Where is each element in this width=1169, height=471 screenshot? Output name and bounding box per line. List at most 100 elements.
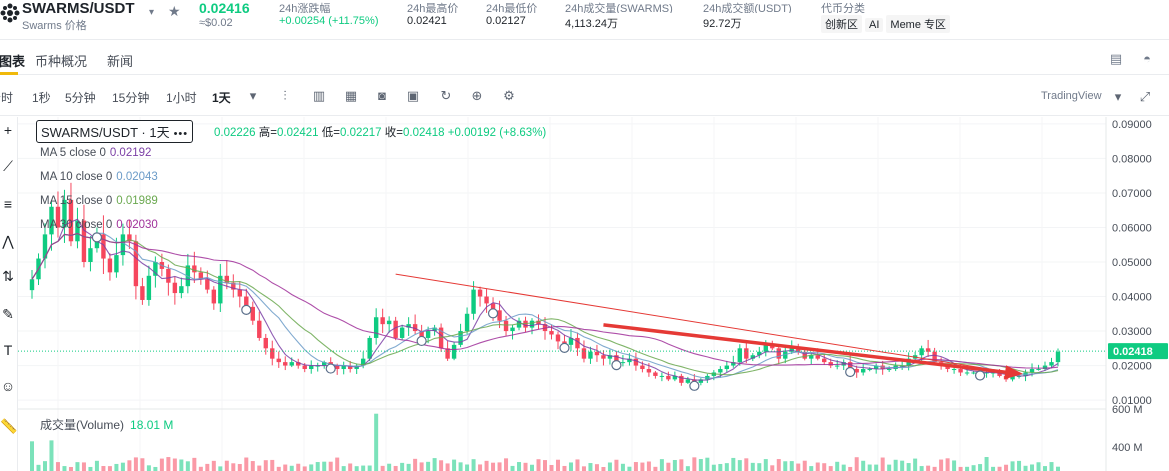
volume-bar [478, 464, 483, 471]
volume-bar [744, 458, 749, 471]
chart-canvas[interactable]: 0.09000 0.08000 0.07000 0.06000 0.05000 0.040… [18, 117, 1169, 471]
pattern-tool-icon[interactable]: ⋀ [2, 233, 14, 249]
volume-bar [776, 459, 781, 471]
candle-body [231, 282, 236, 290]
replay-icon[interactable]: ↻ [440, 88, 452, 103]
volume-bar [543, 460, 547, 471]
volume-bar [731, 457, 736, 471]
timeframe-1h[interactable]: 1小时 [166, 91, 197, 105]
volume-bar [296, 463, 301, 471]
pair-dropdown-icon[interactable]: ▾ [149, 7, 155, 18]
candle-body [497, 310, 502, 321]
volume-bar [192, 457, 197, 471]
high-value: 0.02421 [277, 127, 319, 139]
ma5-line [31, 218, 1059, 381]
volume-bar [159, 458, 164, 471]
volume-bar [1023, 465, 1028, 471]
symbol-title-box[interactable]: SWARMS/USDT · 1天 ••• [36, 120, 194, 143]
candle-body [484, 296, 489, 304]
candle-body [529, 320, 535, 328]
tag-innovation[interactable]: 创新区 [821, 15, 862, 33]
volume-bar [322, 461, 327, 471]
candle-body [425, 331, 431, 338]
ma30-label: MA 30 close 0 [40, 219, 113, 231]
candle-body [386, 320, 392, 325]
more-dots-icon[interactable]: ••• [173, 128, 189, 140]
trendline-tool-icon[interactable]: ⟋ [3, 158, 13, 174]
high-label: 高= [258, 127, 277, 139]
ma30-legend: MA 30 close 0 0.02030 [40, 219, 158, 231]
tab-chart[interactable]: 图表 [0, 54, 26, 69]
tab-news[interactable]: 新闻 [107, 54, 134, 69]
volume-bar [81, 462, 86, 471]
candle-body [776, 348, 781, 359]
notes-icon[interactable]: ▤ [1109, 51, 1123, 66]
volume-bar [517, 462, 522, 471]
prediction-tool-icon[interactable]: ⇅ [2, 268, 14, 284]
candle-body [627, 358, 632, 363]
fib-tool-icon[interactable]: ≡ [3, 196, 13, 212]
open-value: 0.02226 [214, 127, 256, 139]
volume-bar [763, 459, 768, 471]
tab-coin-overview[interactable]: 币种概况 [35, 54, 88, 69]
timeframe-time[interactable]: 分时 [0, 91, 14, 105]
event-marker [416, 335, 427, 347]
volume-bar [1049, 462, 1054, 471]
candle-body [971, 372, 976, 374]
price-chart[interactable]: 0.09000 0.08000 0.07000 0.06000 0.05000 0.040… [18, 117, 1169, 471]
timeframe-15m[interactable]: 15分钟 [112, 91, 150, 105]
calendar-icon[interactable]: ▣ [406, 88, 420, 103]
favorite-star-icon[interactable]: ★ [168, 3, 181, 19]
volume-bar [906, 463, 911, 471]
more-timeframes-chevron-icon[interactable]: ▾ [249, 88, 257, 103]
fullscreen-icon[interactable]: ⤢ [1139, 89, 1151, 104]
candle-style-icon[interactable]: ▥ [312, 88, 326, 103]
volume-bar [75, 462, 80, 471]
emoji-tool-icon[interactable]: ☺ [0, 378, 16, 394]
layout-icon[interactable]: ▦ [344, 88, 358, 103]
volume-bar [614, 459, 619, 471]
current-price-tag [1108, 343, 1168, 360]
candle-body [523, 320, 528, 328]
candle-body [886, 369, 892, 371]
tag-ai[interactable]: AI [865, 18, 884, 32]
volume-bar [172, 458, 177, 471]
candle-body [809, 355, 814, 359]
volume-bar [107, 466, 112, 471]
crosshair-icon[interactable]: + [3, 122, 13, 138]
candle-body [276, 358, 281, 363]
brush-tool-icon[interactable]: ✎ [2, 306, 14, 322]
candle-body [640, 365, 645, 370]
volume-bar [445, 463, 450, 471]
tradingview-dropdown-icon[interactable]: ▾ [1114, 89, 1122, 104]
volume-bar [653, 466, 658, 471]
tag-meme[interactable]: Meme 专区 [886, 15, 951, 33]
candle-body [607, 355, 613, 359]
ruler-tool-icon[interactable]: 📏 [0, 418, 18, 434]
candle-body [68, 199, 74, 242]
volume-bar [361, 465, 366, 471]
drawing-tools-bar: + ⟋ ≡ ⋀ ⇅ ✎ T ☺ 📏 [0, 117, 18, 471]
volume-bar [491, 462, 496, 471]
candle-body [848, 362, 853, 370]
stat-label: 24h涨跌幅 [279, 3, 331, 13]
active-tab-underline [0, 72, 18, 75]
alert-bell-icon[interactable]: ◓ [1143, 51, 1151, 66]
candle-body [153, 262, 158, 276]
tradingview-switch[interactable]: TradingView [1041, 90, 1102, 102]
settings-gear-icon[interactable]: ⚙ [503, 88, 515, 103]
camera-icon[interactable]: ◙ [378, 88, 386, 103]
add-icon[interactable]: ⊕ [471, 88, 483, 103]
volume-bar [1010, 461, 1015, 471]
timeframe-1d[interactable]: 1天 [212, 91, 231, 105]
text-tool-icon[interactable]: T [3, 342, 13, 358]
volume-bar [335, 457, 340, 471]
candle-body [860, 369, 866, 373]
indicators-icon[interactable]: ⫶ [283, 88, 287, 103]
event-marker [241, 304, 252, 315]
volume-bar [770, 465, 775, 471]
swarms-logo [0, 3, 20, 23]
timeframe-1s[interactable]: 1秒 [32, 91, 51, 105]
candle-body [503, 320, 509, 332]
timeframe-5m[interactable]: 5分钟 [65, 91, 96, 105]
